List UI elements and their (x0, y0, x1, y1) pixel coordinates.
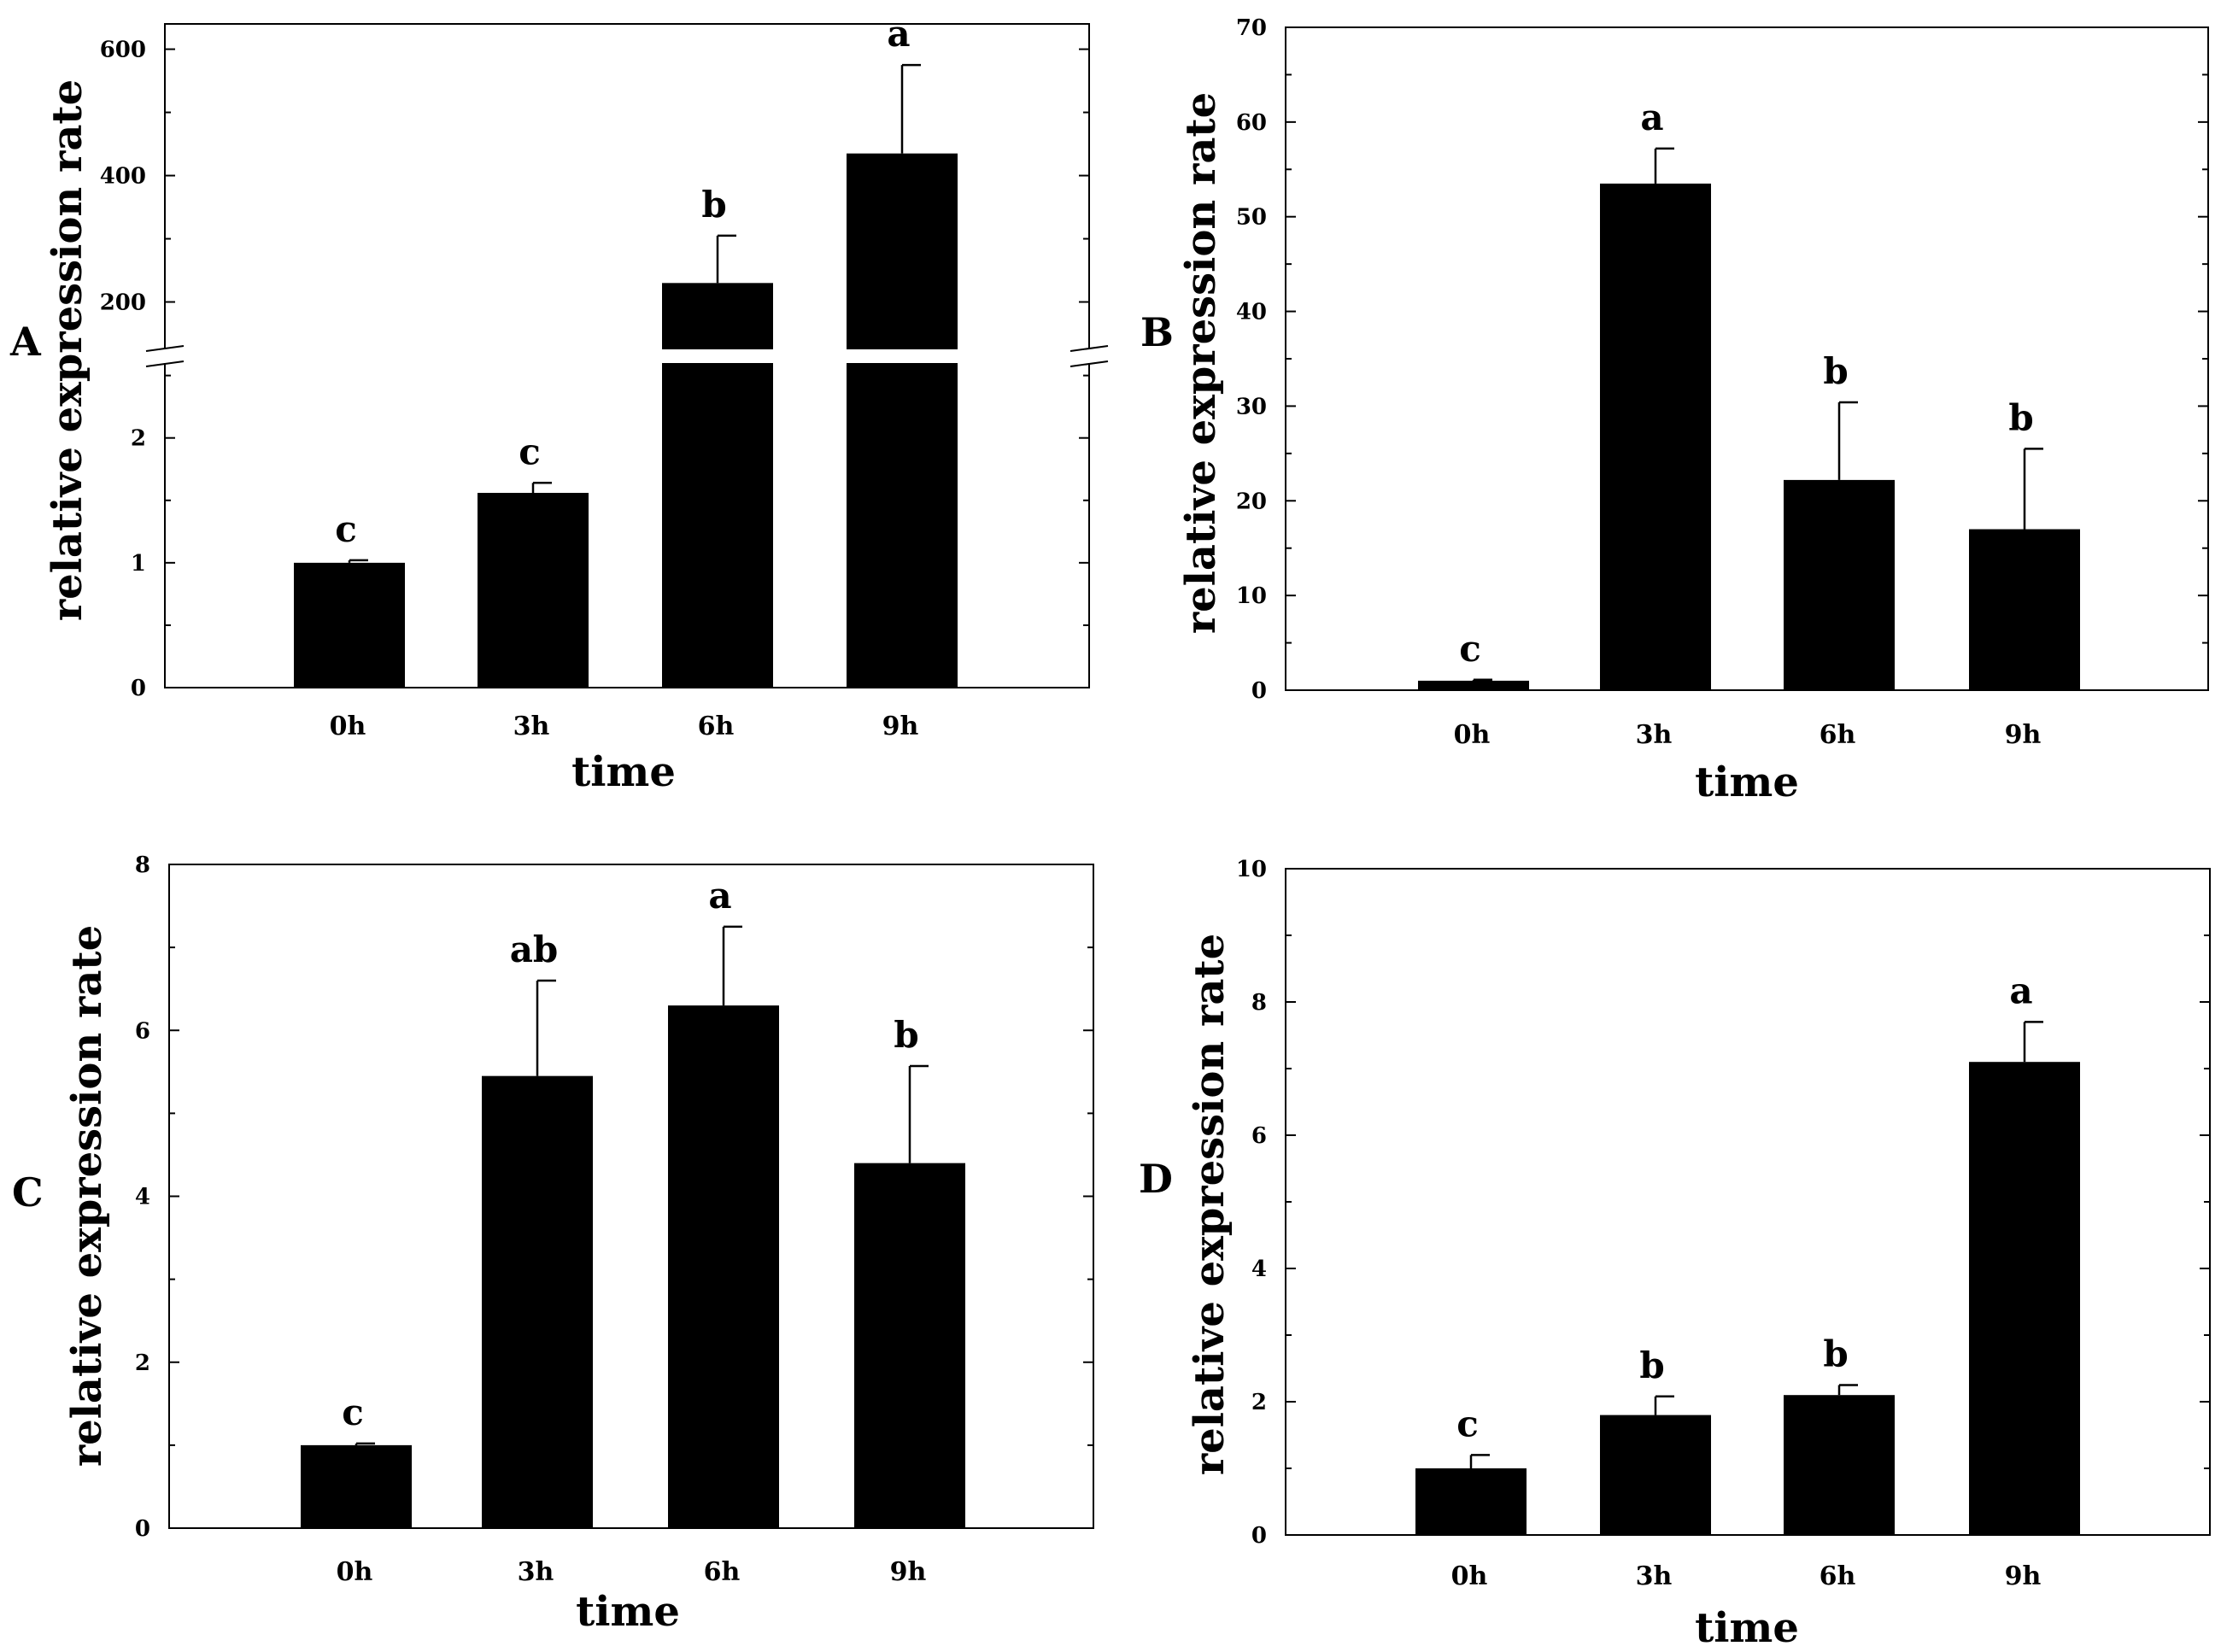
panel-d-x-tick-label: 9h (2005, 1561, 2042, 1591)
panel-d-x-tick-label: 0h (1451, 1561, 1488, 1591)
panel-c-significance-letter: a (708, 875, 731, 917)
panel-a-significance-letter: c (519, 431, 541, 472)
panel-d-significance-letter: c (1456, 1403, 1479, 1444)
panel-a-axis-break-mark-bottom (1069, 360, 1109, 367)
panel-b-y-tick-label: 70 (1236, 15, 1267, 41)
panel-a-bar-9h-lower (847, 363, 958, 688)
panel-d-y-tick-label: 10 (1236, 857, 1267, 882)
panel-d-bar-3h (1600, 1415, 1711, 1535)
panel-c-y-tick-label: 2 (135, 1350, 150, 1376)
panel-c-significance-letter: b (894, 1014, 918, 1056)
panel-b-y-axis-title: relative expression rate (1177, 92, 1225, 634)
panel-c-y-axis-title: relative expression rate (63, 925, 111, 1467)
panel-a-y-tick-label: 200 (100, 290, 146, 316)
panel-a-significance-letter: a (887, 13, 910, 55)
panel-a-x-tick-label: 6h (698, 712, 735, 741)
panel-c-y-tick-label: 6 (135, 1018, 150, 1044)
panel-d: D relative expression rate time 0 2 4 6 8 10 c… (1139, 857, 2211, 1652)
panel-d-y-tick-label: 0 (1251, 1523, 1267, 1549)
panel-a-bar-0h (294, 562, 405, 688)
panel-c-significance-letter: ab (510, 929, 559, 970)
panel-d-x-tick-label: 6h (1820, 1561, 1856, 1591)
panel-b-label: B (1140, 309, 1174, 355)
panel-b-x-axis-title: time (1695, 759, 1799, 806)
panel-b-y-tick-label: 10 (1236, 583, 1267, 609)
panel-a-x-tick-label: 0h (330, 712, 366, 741)
panel-a-y-tick-label: 400 (100, 164, 146, 190)
panel-a-y-tick-label: 600 (100, 38, 146, 63)
panel-b-significance-letter: b (1823, 350, 1848, 392)
panel-d-bar-0h (1415, 1468, 1527, 1535)
panel-b-bar-9h (1969, 529, 2080, 690)
panel-b-y-tick-label: 0 (1251, 678, 1267, 704)
panel-d-label: D (1139, 1156, 1173, 1202)
panel-a-bar-3h (478, 493, 589, 688)
panel-d-x-tick-label: 3h (1636, 1561, 1673, 1591)
panel-a-bar-6h-lower (662, 363, 773, 688)
panel-a-x-axis-title: time (571, 748, 676, 796)
panel-d-bar-9h (1969, 1062, 2080, 1535)
panel-b-y-tick-label: 20 (1236, 489, 1267, 514)
panel-d-y-tick-label: 8 (1251, 990, 1267, 1016)
panel-d-y-axis-title: relative expression rate (1186, 934, 1234, 1475)
panel-c-x-tick-label: 0h (337, 1557, 373, 1587)
panel-a-axis-break-mark-top (1069, 345, 1109, 352)
panel-d-y-tick-label: 4 (1251, 1257, 1267, 1282)
panel-d-significance-letter: b (1823, 1333, 1848, 1375)
panel-a-y-tick-label: 1 (131, 551, 146, 577)
panel-b-x-tick-label: 9h (2005, 720, 2042, 750)
panel-c-y-tick-label: 0 (135, 1516, 150, 1542)
panel-a-axis-break-mark-top (145, 345, 185, 352)
panel-b-significance-letter: c (1459, 628, 1481, 670)
panel-b-y-tick-label: 50 (1236, 205, 1267, 231)
panel-a-x-tick-label: 9h (882, 712, 919, 741)
panel-b-y-tick-label: 40 (1236, 300, 1267, 325)
panel-a-bar-9h (847, 153, 958, 349)
panel-c-y-tick-label: 4 (135, 1185, 150, 1210)
panel-a-label: A (9, 319, 42, 365)
panel-d-y-tick-label: 6 (1251, 1123, 1267, 1149)
panel-a-axis-break-gap (148, 349, 1106, 363)
panel-d-bar-6h (1784, 1395, 1895, 1535)
panel-a-y-tick-label: 0 (131, 676, 146, 701)
panel-c-y-tick-label: 8 (135, 852, 150, 878)
panel-b-y-tick-label: 30 (1236, 394, 1267, 419)
panel-a: A relative expression rate time 0 1 2 200 40… (9, 13, 1109, 796)
panel-c-bar-3h (482, 1075, 593, 1528)
panel-a-significance-letter: c (335, 508, 357, 550)
panel-b-bar-3h (1600, 183, 1711, 690)
panel-b: B relative expression rate time 0 10 20 30 4… (1140, 15, 2209, 806)
panel-b-significance-letter: b (2008, 396, 2033, 438)
panel-b-x-tick-label: 0h (1454, 720, 1491, 750)
panel-a-axis-break-mark-bottom (145, 360, 185, 367)
panel-a-x-tick-label: 3h (513, 712, 550, 741)
panel-c-significance-letter: c (342, 1391, 364, 1433)
panel-c-bar-9h (854, 1163, 965, 1528)
panel-c-x-tick-label: 3h (518, 1557, 554, 1587)
panel-a-bar-6h (662, 283, 773, 349)
panel-c-bar-6h (668, 1005, 779, 1528)
panel-a-y-axis-title: relative expression rate (44, 79, 91, 621)
panel-c: C relative expression rate time 0 2 4 6 8 c 0h… (12, 852, 1094, 1636)
panel-c-x-tick-label: 6h (704, 1557, 741, 1587)
panel-d-x-axis-title: time (1695, 1604, 1799, 1652)
panel-b-bar-6h (1784, 479, 1895, 690)
panel-b-significance-letter: a (1640, 97, 1663, 138)
panel-d-significance-letter: b (1639, 1344, 1664, 1386)
panel-a-y-tick-label: 2 (131, 426, 146, 452)
panel-b-x-tick-label: 3h (1636, 720, 1673, 750)
panel-c-bar-0h (301, 1444, 412, 1528)
panel-c-label: C (12, 1169, 44, 1216)
panel-c-x-axis-title: time (576, 1588, 680, 1636)
panel-b-x-tick-label: 6h (1820, 720, 1856, 750)
panel-c-x-tick-label: 9h (890, 1557, 927, 1587)
panel-d-y-tick-label: 2 (1251, 1390, 1267, 1415)
panel-b-y-tick-label: 60 (1236, 110, 1267, 136)
panel-d-significance-letter: a (2009, 970, 2032, 1011)
panel-a-significance-letter: b (701, 184, 726, 226)
